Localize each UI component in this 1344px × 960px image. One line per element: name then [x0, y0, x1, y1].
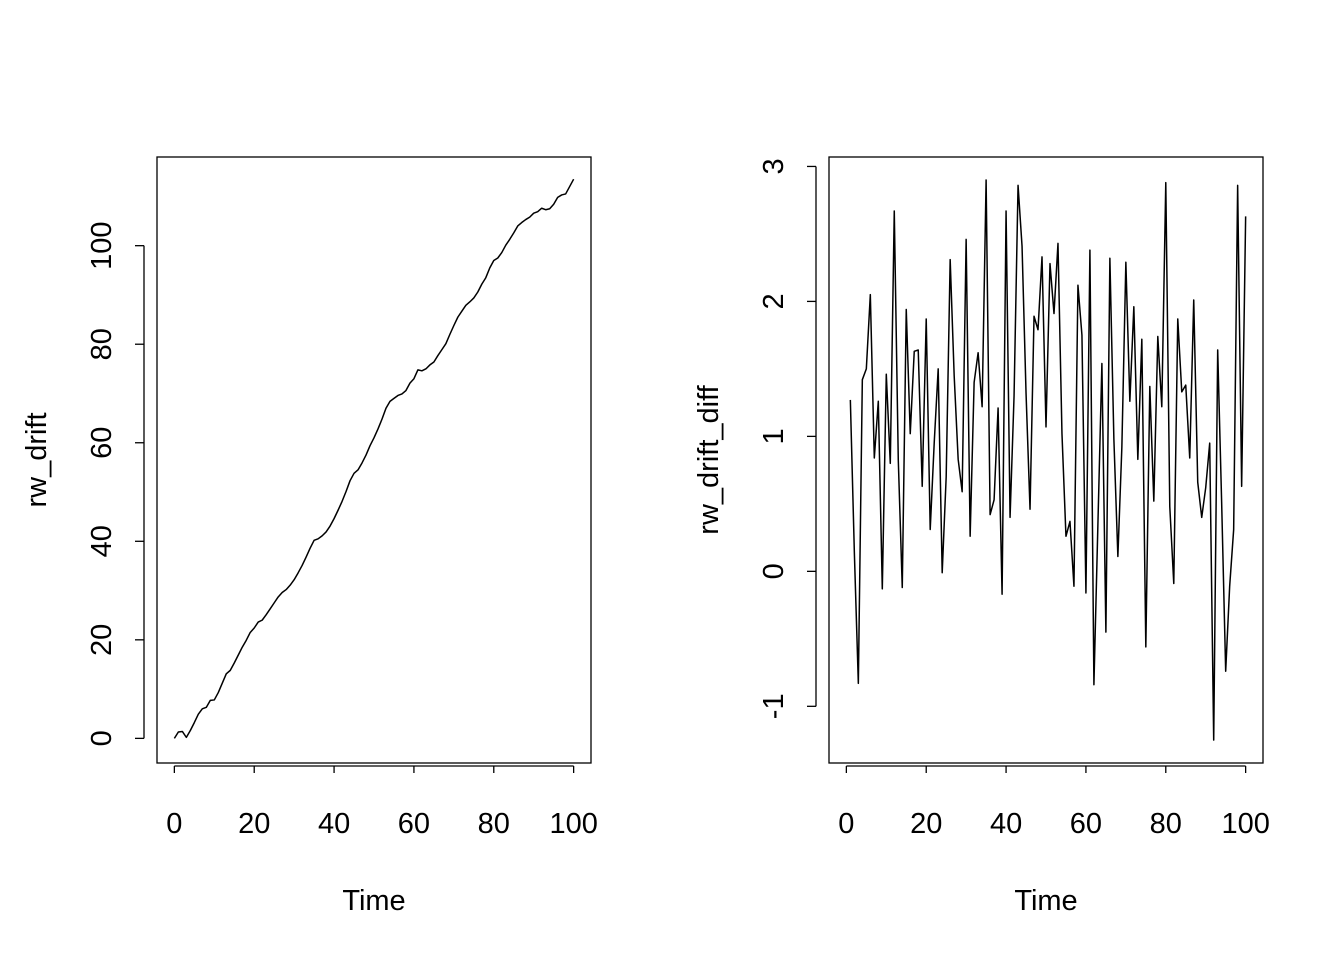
y-axis-label: rw_drift_diff: [693, 384, 725, 534]
x-tick-label: 0: [166, 808, 182, 840]
x-tick-label: 60: [1070, 808, 1102, 840]
x-tick-label: 60: [398, 808, 430, 840]
x-tick-label: 80: [1150, 808, 1182, 840]
x-axis-label: Time: [342, 885, 405, 917]
plot-box: [828, 156, 1264, 764]
series-line: [849, 179, 1247, 741]
x-tick-label: 100: [1221, 808, 1269, 840]
y-tick-label: -1: [758, 693, 790, 719]
y-tick-label: 40: [86, 525, 118, 557]
y-tick-label: 80: [86, 328, 118, 360]
y-tick-label: 20: [86, 624, 118, 656]
y-axis-label: rw_drift: [21, 412, 53, 507]
y-tick-label: 0: [86, 730, 118, 746]
plot-box: [156, 156, 592, 764]
y-tick-label: 0: [758, 563, 790, 579]
x-tick-label: 0: [838, 808, 854, 840]
axes: 0 20 40 60 80 100 -1 0 1 2 3: [758, 158, 1270, 840]
panel-right: 0 20 40 60 80 100 -1 0 1 2 3 Time rw_drift_diff: [693, 156, 1270, 917]
x-tick-label: 20: [238, 808, 270, 840]
panel-left: 0 20 40 60 80 100 0 20 40 60 80 100 Time rw_drift: [21, 156, 598, 917]
y-tick-label: 1: [758, 428, 790, 444]
x-tick-label: 40: [990, 808, 1022, 840]
y-tick-label: 3: [758, 158, 790, 174]
y-tick-label: 100: [86, 221, 118, 269]
x-tick-label: 20: [910, 808, 942, 840]
x-tick-label: 100: [549, 808, 597, 840]
x-tick-label: 80: [478, 808, 510, 840]
x-axis-label: Time: [1014, 885, 1077, 917]
y-tick-label: 2: [758, 293, 790, 309]
series-line: [173, 178, 575, 739]
y-tick-label: 60: [86, 427, 118, 459]
axes: 0 20 40 60 80 100 0 20 40 60 80 100: [86, 221, 598, 840]
x-tick-label: 40: [318, 808, 350, 840]
